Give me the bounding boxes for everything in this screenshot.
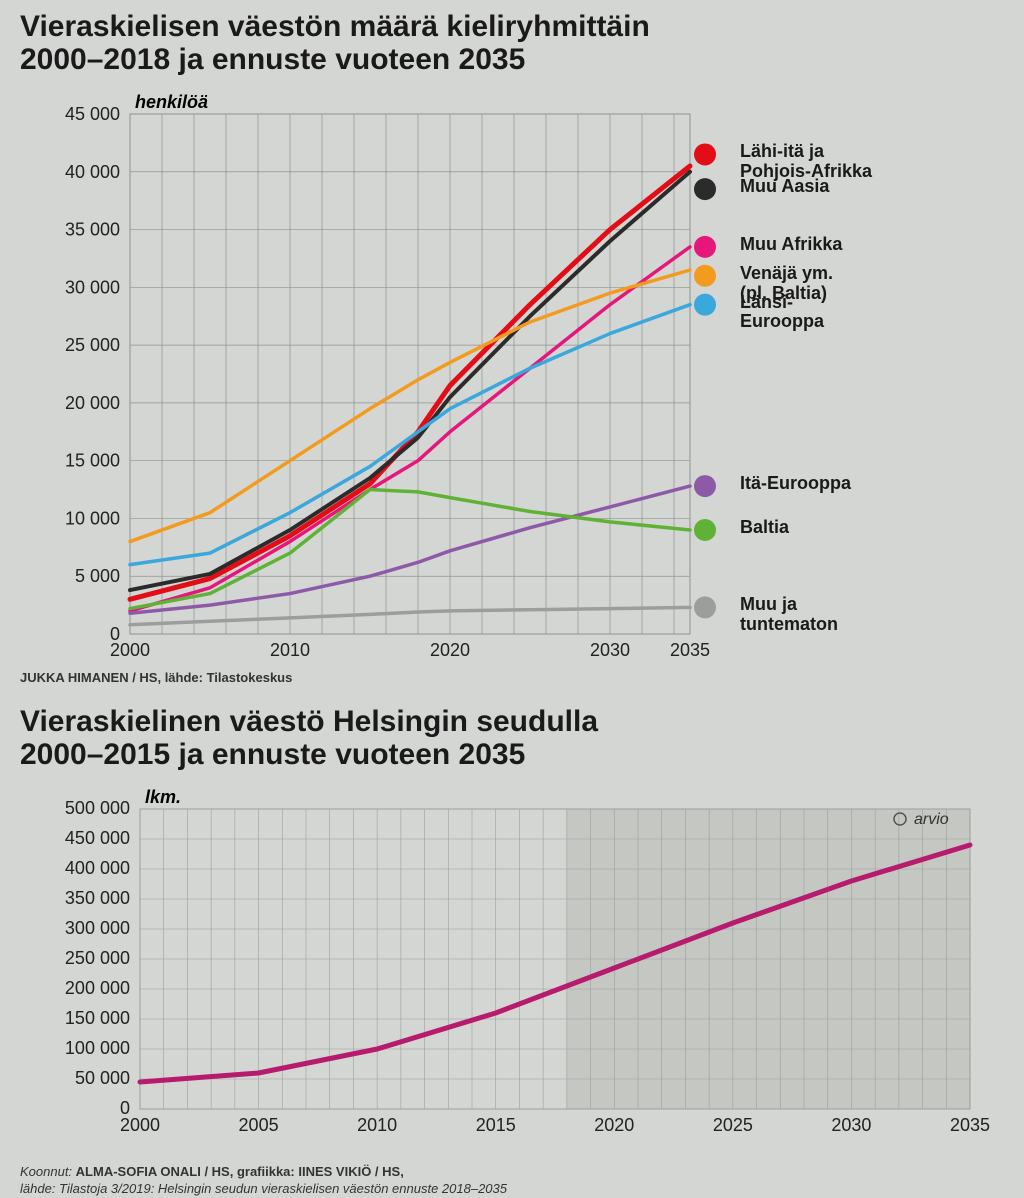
chart2-title: Vieraskielinen väestö Helsingin seudulla…: [20, 705, 1004, 771]
svg-text:2035: 2035: [950, 1115, 990, 1135]
svg-text:45 000: 45 000: [65, 104, 120, 124]
svg-text:5 000: 5 000: [75, 566, 120, 586]
chart2-section: Vieraskielinen väestö Helsingin seudulla…: [20, 705, 1004, 1144]
svg-text:30 000: 30 000: [65, 277, 120, 297]
svg-text:40 000: 40 000: [65, 162, 120, 182]
chart2-title-line1: Vieraskielinen väestö Helsingin seudulla: [20, 705, 598, 738]
legend-item-lansi_eurooppa: Länsi-Eurooppa: [740, 293, 824, 333]
legend-label: Muu Aasia: [740, 177, 829, 197]
svg-text:10 000: 10 000: [65, 508, 120, 528]
chart1-section: Vieraskielisen väestön määrä kieliryhmit…: [20, 10, 1004, 685]
chart1-svg: 05 00010 00015 00020 00025 00030 00035 0…: [20, 84, 720, 664]
svg-text:2015: 2015: [476, 1115, 516, 1135]
svg-text:15 000: 15 000: [65, 451, 120, 471]
svg-text:2010: 2010: [270, 640, 310, 660]
chart1-credit: JUKKA HIMANEN / HS, lähde: Tilastokeskus: [20, 670, 1004, 685]
chart1-wrap: 05 00010 00015 00020 00025 00030 00035 0…: [20, 84, 1004, 664]
svg-text:500 000: 500 000: [65, 798, 130, 818]
svg-text:150 000: 150 000: [65, 1008, 130, 1028]
svg-text:2000: 2000: [120, 1115, 160, 1135]
svg-text:100 000: 100 000: [65, 1038, 130, 1058]
svg-text:henkilöä: henkilöä: [135, 92, 208, 112]
chart1-legend: Lähi-itä jaPohjois-AfrikkaMuu AasiaMuu A…: [720, 84, 1004, 664]
legend-label: Baltia: [740, 518, 789, 538]
svg-text:2035: 2035: [670, 640, 710, 660]
svg-text:2030: 2030: [831, 1115, 871, 1135]
footer-authors: ALMA-SOFIA ONALI / HS, grafiikka: IINES …: [76, 1164, 404, 1179]
legend-item-muu_aasia: Muu Aasia: [740, 177, 829, 197]
svg-text:2020: 2020: [594, 1115, 634, 1135]
legend-item-muu_tuntematon: Muu jatuntematon: [740, 595, 838, 635]
chart1-title-line2: 2000–2018 ja ennuste vuoteen 2035: [20, 43, 525, 76]
svg-text:300 000: 300 000: [65, 918, 130, 938]
svg-text:2030: 2030: [590, 640, 630, 660]
svg-text:50 000: 50 000: [75, 1068, 130, 1088]
footer-credit: Koonnut: ALMA-SOFIA ONALI / HS, grafiikk…: [20, 1164, 1004, 1198]
footer-koonnut-label: Koonnut:: [20, 1164, 76, 1179]
svg-text:2005: 2005: [239, 1115, 279, 1135]
svg-text:2025: 2025: [713, 1115, 753, 1135]
svg-text:2020: 2020: [430, 640, 470, 660]
legend-item-muu_afrikka: Muu Afrikka: [740, 235, 842, 255]
svg-text:20 000: 20 000: [65, 393, 120, 413]
svg-text:2000: 2000: [110, 640, 150, 660]
legend-label: Muu Afrikka: [740, 235, 842, 255]
svg-text:250 000: 250 000: [65, 948, 130, 968]
chart2-title-line2: 2000–2015 ja ennuste vuoteen 2035: [20, 738, 525, 771]
legend-label: Länsi-Eurooppa: [740, 293, 824, 333]
svg-text:lkm.: lkm.: [145, 787, 181, 807]
svg-text:350 000: 350 000: [65, 888, 130, 908]
chart1-title-line1: Vieraskielisen väestön määrä kieliryhmit…: [20, 10, 650, 43]
svg-text:25 000: 25 000: [65, 335, 120, 355]
svg-text:200 000: 200 000: [65, 978, 130, 998]
legend-item-ita_eurooppa: Itä-Eurooppa: [740, 474, 851, 494]
svg-text:35 000: 35 000: [65, 220, 120, 240]
svg-text:450 000: 450 000: [65, 828, 130, 848]
svg-text:400 000: 400 000: [65, 858, 130, 878]
legend-item-baltia: Baltia: [740, 518, 789, 538]
svg-text:2010: 2010: [357, 1115, 397, 1135]
chart1-title: Vieraskielisen väestön määrä kieliryhmit…: [20, 10, 1004, 76]
legend-label: Muu jatuntematon: [740, 595, 838, 635]
chart2-svg: 050 000100 000150 000200 000250 000300 0…: [20, 779, 1000, 1139]
svg-text:arvio: arvio: [914, 811, 949, 828]
legend-label: Itä-Eurooppa: [740, 474, 851, 494]
